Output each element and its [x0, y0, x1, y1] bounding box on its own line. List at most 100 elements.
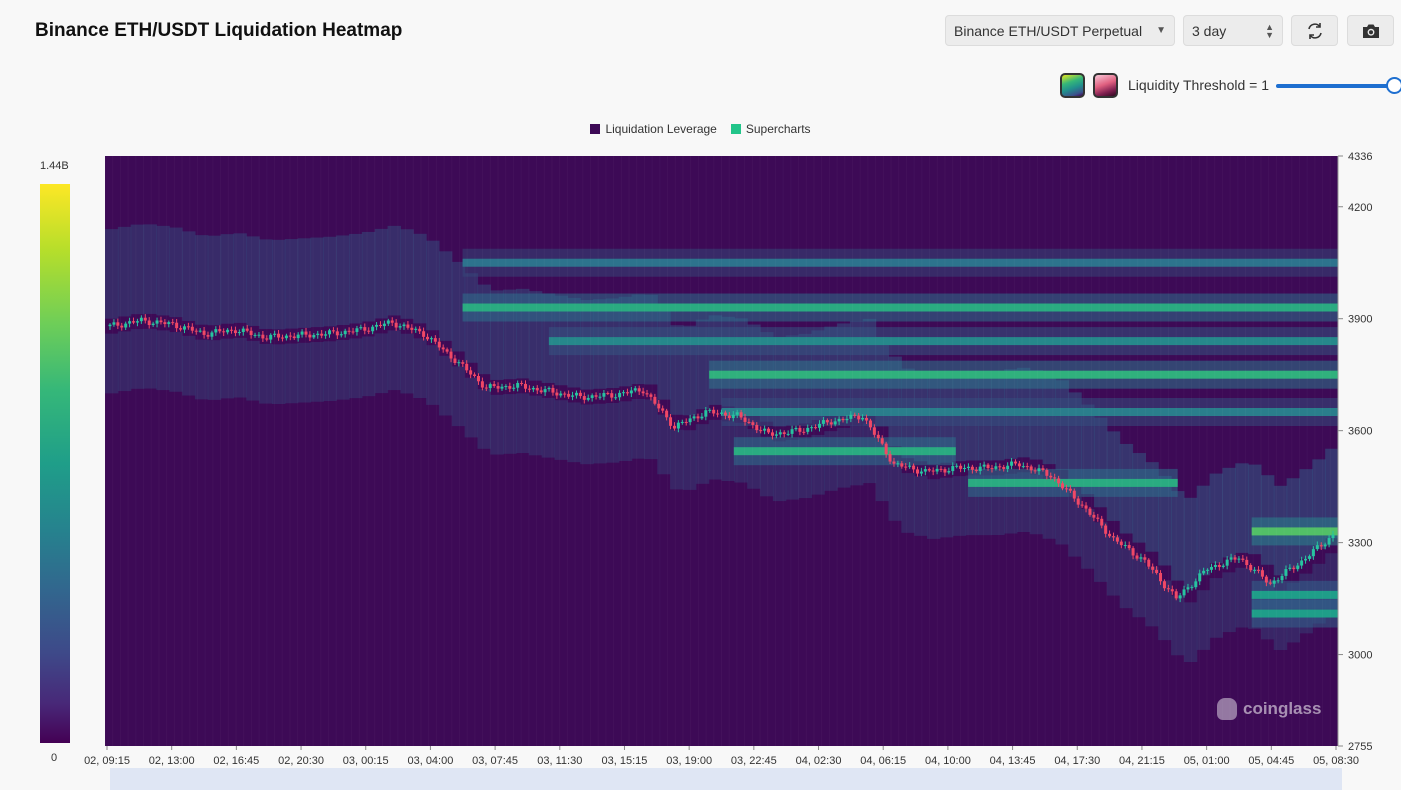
heatmap-cell [477, 389, 491, 449]
range-select[interactable]: 3 day ▲ ▼ [1183, 15, 1283, 46]
heatmap-cell [721, 421, 735, 482]
heatmap-cell [1196, 590, 1211, 650]
candle-body [1143, 557, 1147, 560]
threshold-label: Liquidity Threshold = 1 [1128, 77, 1269, 93]
screenshot-button[interactable] [1347, 15, 1394, 46]
time-navigator[interactable] [110, 768, 1342, 790]
candle-body [1221, 565, 1225, 567]
refresh-button[interactable] [1291, 15, 1338, 46]
candle-body [751, 422, 755, 425]
candle-body [1080, 504, 1084, 506]
heatmap-cell [1158, 580, 1172, 641]
candle-body [1260, 570, 1264, 577]
heatmap-cell [618, 401, 633, 461]
heatmap-cell [361, 336, 376, 397]
y-tick-label: 4336 [1348, 151, 1372, 163]
candle-body [994, 466, 998, 469]
candle-body [492, 384, 496, 387]
heatmap-cell [182, 231, 196, 321]
heatmap-cell [400, 333, 414, 394]
threshold-slider-handle[interactable] [1386, 77, 1401, 94]
heatmap-cell [182, 335, 196, 396]
candle-body [912, 465, 916, 470]
candle-body [500, 386, 504, 389]
heatmap-cell [1171, 491, 1185, 581]
candle-body [312, 335, 316, 338]
colorbar [40, 184, 70, 743]
heatmap-cell [400, 229, 414, 319]
legend-item-liquidation-leverage[interactable]: Liquidation Leverage [590, 122, 717, 136]
symbol-select[interactable]: Binance ETH/USDT Perpetual ▼ [945, 15, 1175, 46]
heatmap-cell [246, 236, 260, 326]
candle-body [1186, 587, 1190, 590]
x-tick-label: 04, 21:15 [1119, 755, 1165, 767]
candle-body [210, 332, 214, 337]
candle-body [132, 321, 136, 323]
legend-label: Supercharts [745, 122, 811, 136]
legend-swatch [730, 124, 741, 134]
candle-body [982, 464, 986, 467]
candle-body [1147, 559, 1151, 567]
candle-body [504, 386, 508, 388]
heatmap-cell [310, 342, 324, 402]
camera-icon [1362, 24, 1379, 38]
candle-body [441, 347, 445, 350]
viridis-palette-button[interactable] [1060, 73, 1085, 98]
candle-body [512, 387, 516, 389]
pink-palette-button[interactable] [1093, 73, 1118, 98]
heatmap-cell [1158, 475, 1172, 566]
candle-body [202, 330, 206, 335]
legend-item-supercharts[interactable]: Supercharts [730, 122, 811, 136]
heatmap-cell [310, 237, 324, 328]
candle-body [555, 392, 559, 396]
chart-legend: Liquidation Leverage Supercharts [0, 122, 1401, 136]
heatmap-cell [105, 333, 119, 394]
candle-body [179, 328, 183, 330]
liquidity-band [462, 258, 1338, 267]
candle-body [602, 393, 606, 397]
candle-body [527, 388, 531, 390]
heatmap-cell [1055, 484, 1069, 545]
candle-body [1190, 587, 1194, 589]
heatmap-cell [220, 338, 235, 399]
candle-body [543, 389, 547, 393]
candle-body [426, 336, 430, 340]
candle-body [422, 331, 426, 337]
x-tick-label: 04, 06:15 [860, 755, 906, 767]
candle-body [1245, 559, 1249, 566]
heatmap-cell [361, 231, 376, 322]
candle-body [378, 324, 382, 327]
x-tick-label: 02, 09:15 [84, 755, 130, 767]
candle-body [194, 330, 198, 332]
y-tick-label: 3900 [1348, 314, 1372, 326]
candle-body [288, 335, 292, 337]
candle-body [817, 423, 821, 428]
heatmap-cell [939, 477, 954, 538]
candle-body [1202, 570, 1206, 574]
heatmap-cell [387, 225, 402, 316]
heatmap-cell [682, 430, 697, 490]
candle-body [524, 383, 528, 389]
candle-body [1311, 549, 1315, 557]
heatmap-cell [516, 393, 530, 454]
candle-body [759, 430, 763, 432]
heatmap-cell [323, 341, 337, 401]
candle-body [1284, 569, 1288, 576]
y-tick-label: 3600 [1348, 426, 1372, 438]
candle-body [496, 386, 500, 389]
heatmap-cell [130, 224, 145, 315]
heatmap-cell [1132, 453, 1146, 543]
heatmap-cell [349, 233, 363, 324]
candle-body [1057, 478, 1061, 484]
threshold-slider-track[interactable] [1276, 84, 1394, 88]
candle-body [284, 335, 288, 339]
refresh-icon [1307, 22, 1322, 39]
heatmap-cell [284, 239, 299, 329]
candle-body [731, 414, 735, 419]
heatmap-cell [426, 345, 440, 405]
candle-body [1166, 588, 1170, 590]
x-tick-label: 02, 20:30 [278, 755, 324, 767]
candle-body [335, 331, 339, 336]
heatmap-cell [554, 400, 568, 460]
